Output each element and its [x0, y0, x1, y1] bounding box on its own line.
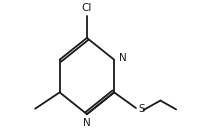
Text: Cl: Cl [82, 3, 92, 13]
Text: N: N [119, 53, 127, 63]
Text: N: N [83, 118, 91, 128]
Text: S: S [138, 104, 145, 114]
